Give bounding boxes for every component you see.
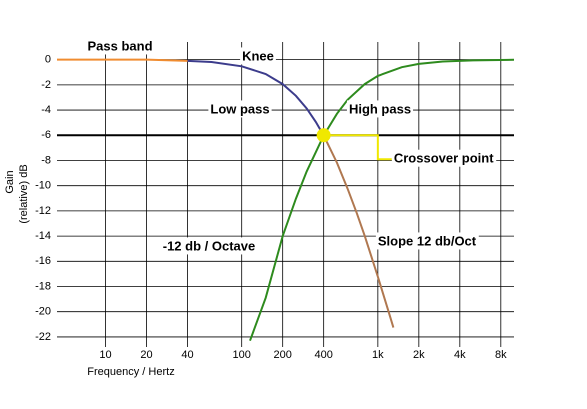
crossover-connector [323, 134, 392, 161]
x-tick-label: 1k [372, 349, 384, 361]
label-background [375, 232, 479, 250]
y-tick-label: -22 [35, 331, 51, 343]
x-tick-label: 8k [495, 349, 507, 361]
crossover-label: Crossover point [394, 151, 494, 166]
curve [57, 58, 188, 62]
y-tick-label: -12 [35, 205, 51, 217]
label-background [85, 37, 155, 55]
x-axis-label: Frequency / Hertz [87, 366, 174, 378]
x-tick-label: 10 [99, 349, 111, 361]
y-tick-label: -16 [35, 255, 51, 267]
label-background [240, 47, 276, 65]
y-tick-label: -20 [35, 306, 51, 318]
x-tick-label: 20 [140, 349, 152, 361]
y-tick-label: -8 [41, 154, 51, 166]
y-tick-label: -10 [35, 180, 51, 192]
annotation: -12 db / Octave [163, 238, 255, 253]
y-tick-label: -18 [35, 280, 51, 292]
curve [249, 58, 515, 342]
x-tick-label: 100 [233, 349, 251, 361]
series-label: Slope 12 db/Oct [378, 233, 477, 248]
series-label: Knee [242, 48, 274, 63]
y-tick-label: 0 [45, 54, 51, 66]
label-background [160, 237, 258, 255]
label-background [391, 149, 497, 167]
y-axis-label: Gain [4, 170, 16, 193]
annotation: Low pass [210, 101, 269, 116]
y-tick-label: -2 [41, 79, 51, 91]
label-background [208, 100, 272, 118]
crossover-point [316, 128, 331, 143]
curve [187, 59, 325, 137]
curve [322, 135, 395, 328]
y-tick-label: -14 [35, 230, 51, 242]
x-tick-label: 200 [274, 349, 292, 361]
label-background [346, 100, 414, 118]
y-tick-label: -6 [41, 129, 51, 141]
series-label: High pass [349, 101, 411, 116]
x-tick-label: 40 [181, 349, 193, 361]
y-tick-label: -4 [41, 104, 51, 116]
series-label: Pass band [87, 38, 152, 53]
x-tick-label: 4k [454, 349, 466, 361]
x-tick-label: 400 [314, 349, 332, 361]
y-axis-label: (relative) dB [18, 164, 30, 223]
x-tick-label: 2k [413, 349, 425, 361]
